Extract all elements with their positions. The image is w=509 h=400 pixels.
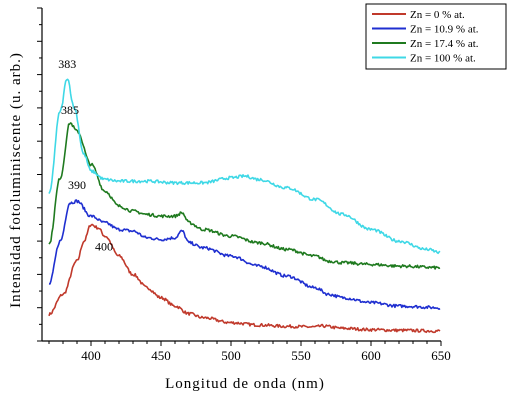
y-axis-title: Intensidad fotoluminiscente (u. arb.) — [8, 52, 24, 308]
x-axis-title: Longitud de onda (nm) — [165, 376, 325, 392]
x-tick-label-400: 400 — [81, 348, 101, 363]
series-line-1 — [48, 199, 441, 310]
x-tick-label-450: 450 — [151, 348, 171, 363]
axes: 400 450 500 550 600 650 — [37, 7, 451, 363]
peak-label-383: 383 — [58, 57, 76, 71]
series-line-2 — [48, 122, 441, 270]
legend-entry-1: Zn = 10.9 % at. — [410, 24, 479, 36]
peak-label-390: 390 — [68, 178, 86, 192]
legend-entry-0: Zn = 0 % at. — [410, 9, 465, 21]
legend-entry-3: Zn = 100 % at. — [410, 53, 476, 65]
series-layer — [48, 78, 441, 334]
series-line-3 — [48, 78, 441, 255]
peak-annotations: 383 385 390 400 — [58, 57, 113, 254]
legend: Zn = 0 % at. Zn = 10.9 % at. Zn = 17.4 % a… — [365, 3, 507, 70]
legend-entry-2: Zn = 17.4 % at. — [410, 38, 479, 50]
x-tick-label-600: 600 — [361, 348, 381, 363]
peak-label-385: 385 — [61, 103, 79, 117]
peak-label-400: 400 — [95, 239, 113, 253]
x-tick-label-550: 550 — [291, 348, 311, 363]
series-line-0 — [48, 223, 441, 334]
x-tick-label-650: 650 — [431, 348, 451, 363]
x-tick-label-500: 500 — [221, 348, 241, 363]
